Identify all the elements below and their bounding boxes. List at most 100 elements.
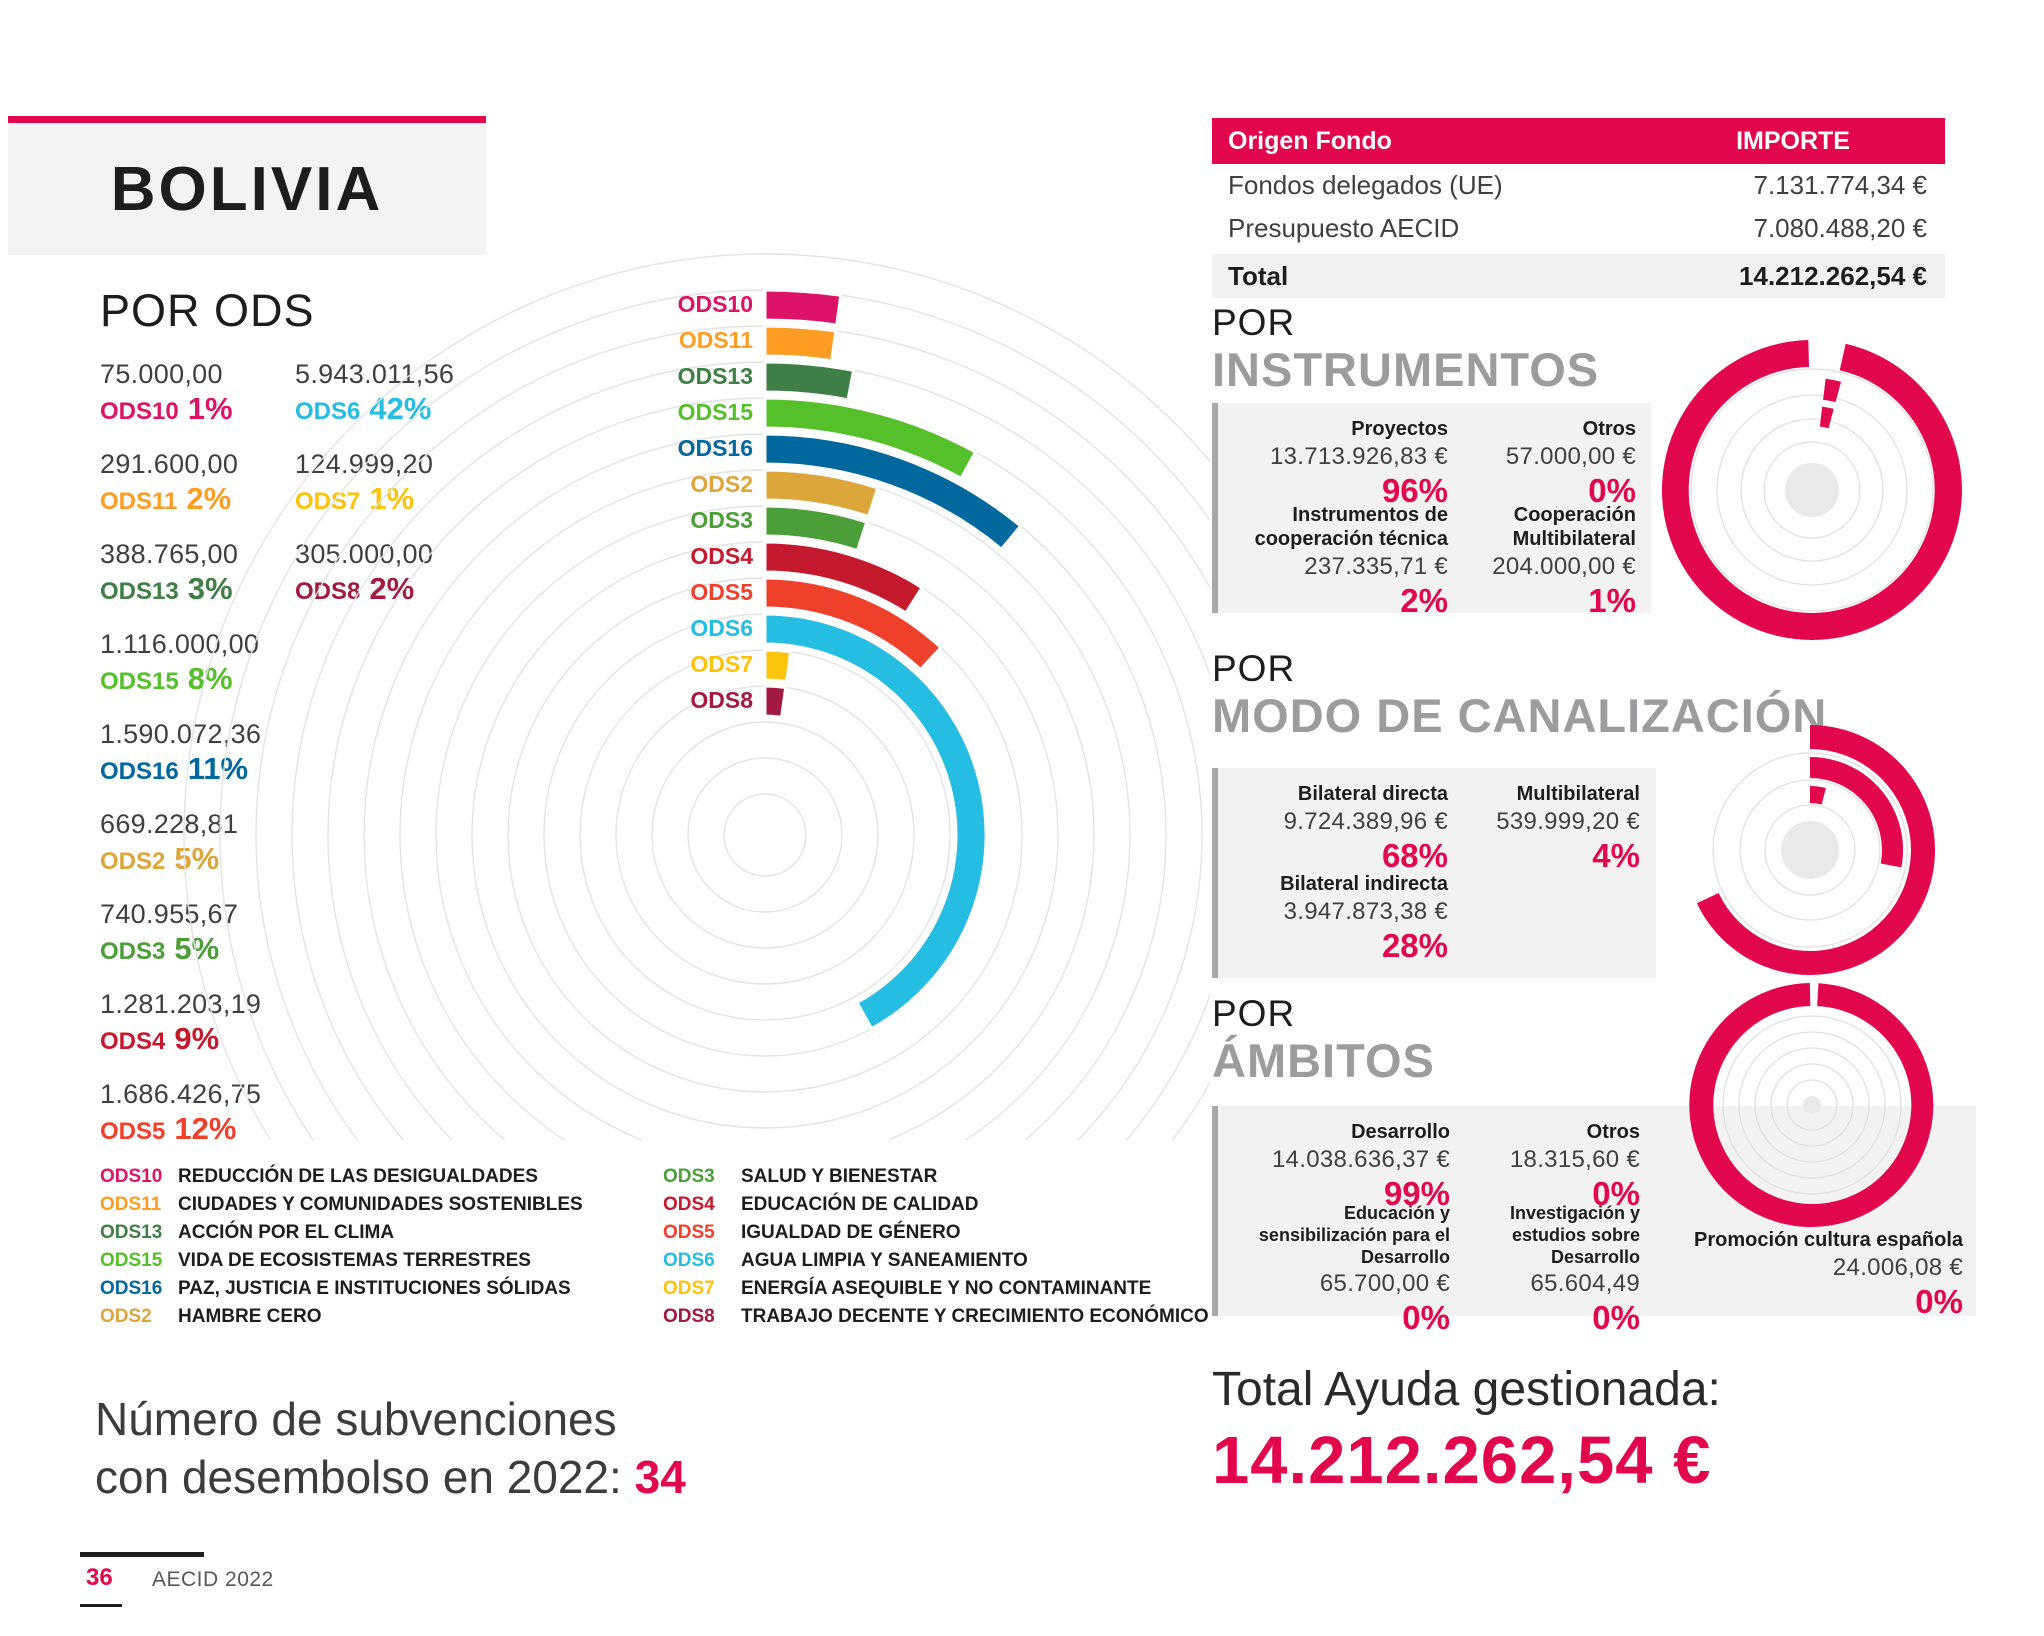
ods-code: ODS15 bbox=[100, 668, 179, 695]
legend-item: ODS16 PAZ, JUSTICIA E INSTITUCIONES SÓLID… bbox=[100, 1278, 583, 1299]
canalizacion-donut-chart bbox=[1696, 725, 1936, 975]
svg-text:ODS11: ODS11 bbox=[679, 327, 753, 353]
subvenciones-line2: con desembolso en 2022: bbox=[95, 1451, 622, 1503]
ods-stat-ods2: 669.228,81 ODS2 5% bbox=[100, 808, 295, 881]
ods-stat-ods6: 5.943.011,56 ODS6 42% bbox=[295, 358, 515, 431]
ods-stat-ods3: 740.955,67 ODS3 5% bbox=[100, 898, 295, 971]
stat-cell-multibilateral-modo: Multibilateral 539.999,20 € 4% bbox=[1496, 783, 1640, 874]
legend-item: ODS2 HAMBRE CERO bbox=[100, 1306, 583, 1327]
svg-text:ODS6: ODS6 bbox=[690, 615, 753, 641]
row-value: 7.131.774,34 € bbox=[1753, 170, 1928, 200]
legend-name: CIUDADES Y COMUNIDADES SOSTENIBLES bbox=[178, 1194, 583, 1215]
subvenciones-line1: Número de subvenciones bbox=[95, 1393, 617, 1445]
svg-text:ODS5: ODS5 bbox=[690, 579, 753, 605]
ods-amount: 740.955,67 bbox=[100, 899, 239, 929]
ods-code: ODS4 bbox=[100, 1028, 166, 1055]
ods-percent: 12% bbox=[174, 1111, 237, 1146]
row-label: Presupuesto AECID bbox=[1228, 213, 1460, 243]
legend-name: PAZ, JUSTICIA E INSTITUCIONES SÓLIDAS bbox=[178, 1278, 571, 1299]
legend-code: ODS7 bbox=[663, 1278, 715, 1299]
svg-text:ODS8: ODS8 bbox=[690, 687, 753, 713]
table-total-row: Total 14.212.262,54 € bbox=[1212, 254, 1945, 298]
ods-legend-column-1: ODS10 REDUCCIÓN DE LAS DESIGUALDADES ODS1… bbox=[100, 1166, 583, 1334]
legend-item: ODS6 AGUA LIMPIA Y SANEAMIENTO bbox=[663, 1250, 1209, 1271]
instrumentos-donut-chart bbox=[1661, 340, 1962, 640]
legend-name: EDUCACIÓN DE CALIDAD bbox=[741, 1194, 979, 1215]
legend-code: ODS3 bbox=[663, 1166, 715, 1187]
legend-name: ACCIÓN POR EL CLIMA bbox=[178, 1222, 395, 1243]
ods-stat-ods15: 1.116.000,00 ODS15 8% bbox=[100, 628, 295, 701]
ods-percent: 11% bbox=[187, 751, 249, 786]
page-number-underline bbox=[80, 1604, 122, 1607]
stat-cell-otros: Otros 57.000,00 € 0% bbox=[1505, 418, 1636, 509]
row-label: Fondos delegados (UE) bbox=[1228, 170, 1503, 200]
footer-rule bbox=[80, 1552, 204, 1557]
legend-code: ODS5 bbox=[663, 1222, 715, 1243]
table-row: Presupuesto AECID 7.080.488,20 € bbox=[1212, 207, 1945, 250]
legend-item: ODS3 SALUD Y BIENESTAR bbox=[663, 1166, 1209, 1187]
ods-code: ODS8 bbox=[295, 578, 361, 605]
canalizacion-kicker: POR bbox=[1212, 648, 1296, 689]
legend-code: ODS8 bbox=[663, 1306, 715, 1327]
ods-amount: 75.000,00 bbox=[100, 359, 223, 389]
ods-amount: 305.000,00 bbox=[295, 539, 434, 569]
ods-code: ODS11 bbox=[100, 488, 178, 515]
stat-cell-otros-ambito: Otros 18.315,60 € 0% bbox=[1509, 1121, 1640, 1212]
svg-text:ODS7: ODS7 bbox=[690, 651, 753, 677]
ods-stat-ods5: 1.686.426,75 ODS5 12% bbox=[100, 1078, 295, 1151]
legend-item: ODS10 REDUCCIÓN DE LAS DESIGUALDADES bbox=[100, 1166, 583, 1187]
ods-amount: 1.590.072,36 bbox=[100, 719, 262, 749]
legend-code: ODS2 bbox=[100, 1306, 152, 1327]
legend-code: ODS10 bbox=[100, 1166, 163, 1187]
table-header-row: Origen Fondo IMPORTE bbox=[1212, 118, 1945, 164]
ods-amount: 1.281.203,19 bbox=[100, 989, 262, 1019]
legend-item: ODS11 CIUDADES Y COMUNIDADES SOSTENIBLES bbox=[100, 1194, 583, 1215]
ods-code: ODS5 bbox=[100, 1118, 166, 1145]
ods-code: ODS13 bbox=[100, 578, 179, 605]
legend-name: REDUCCIÓN DE LAS DESIGUALDADES bbox=[178, 1166, 538, 1187]
ods-code: ODS16 bbox=[100, 758, 179, 785]
ods-radial-bar-chart: ODS10 ODS11 ODS13 ODS15 ODS16 ODS2 ODS3 ODS4 ODS… bbox=[183, 253, 1210, 1140]
stat-cell-bilateral-directa: Bilateral directa 9.724.389,96 € 68% bbox=[1283, 783, 1448, 874]
legend-name: AGUA LIMPIA Y SANEAMIENTO bbox=[741, 1250, 1028, 1271]
stat-cell-cooperacion-tecnica: Instrumentos de cooperación técnica 237.… bbox=[1254, 504, 1448, 619]
legend-name: VIDA DE ECOSISTEMAS TERRESTRES bbox=[178, 1250, 531, 1271]
ods-amount: 1.116.000,00 bbox=[100, 629, 260, 659]
ods-percent: 5% bbox=[174, 841, 220, 876]
legend-name: SALUD Y BIENESTAR bbox=[741, 1166, 938, 1187]
svg-text:ODS3: ODS3 bbox=[690, 507, 753, 533]
stat-cell-desarrollo: Desarrollo 14.038.636,37 € 99% bbox=[1272, 1121, 1450, 1212]
legend-item: ODS15 VIDA DE ECOSISTEMAS TERRESTRES bbox=[100, 1250, 583, 1271]
subvenciones-note: Número de subvenciones con desembolso en… bbox=[95, 1390, 686, 1506]
stat-cell-promocion-cultura: Promoción cultura española 24.006,08 € 0… bbox=[1694, 1229, 1963, 1320]
instrumentos-box: Proyectos 13.713.926,83 € 96% Otros 57.0… bbox=[1212, 403, 1651, 619]
ods-stat-ods10: 75.000,00 ODS10 1% bbox=[100, 358, 295, 431]
svg-text:ODS13: ODS13 bbox=[678, 363, 753, 389]
ods-percent: 8% bbox=[187, 661, 233, 696]
legend-code: ODS16 bbox=[100, 1278, 163, 1299]
legend-name: ENERGÍA ASEQUIBLE Y NO CONTAMINANTE bbox=[741, 1278, 1152, 1299]
legend-code: ODS11 bbox=[100, 1194, 162, 1215]
legend-name: HAMBRE CERO bbox=[178, 1306, 322, 1327]
ods-percent: 2% bbox=[186, 481, 232, 516]
total-value: 14.212.262,54 € bbox=[1739, 260, 1927, 291]
ods-amount: 5.943.011,56 bbox=[295, 359, 455, 389]
ods-stats-column-2: 5.943.011,56 ODS6 42% 124.999,20 ODS7 1% 305… bbox=[295, 358, 515, 628]
legend-name: IGUALDAD DE GÉNERO bbox=[741, 1222, 961, 1243]
ods-amount: 669.228,81 bbox=[100, 809, 239, 839]
svg-text:ODS2: ODS2 bbox=[690, 471, 753, 497]
total-label: Total bbox=[1228, 260, 1289, 291]
ambitos-donut-chart bbox=[1689, 983, 1934, 1227]
legend-item: ODS5 IGUALDAD DE GÉNERO bbox=[663, 1222, 1209, 1243]
ods-stat-ods13: 388.765,00 ODS13 3% bbox=[100, 538, 295, 611]
ods-stats-column-1: 75.000,00 ODS10 1% 291.600,00 ODS11 2% 388.7… bbox=[100, 358, 295, 1168]
canalizacion-box: Bilateral directa 9.724.389,96 € 68% Mul… bbox=[1212, 768, 1656, 978]
total-ayuda-value: 14.212.262,54 € bbox=[1212, 1423, 1712, 1498]
instrumentos-title: INSTRUMENTOS bbox=[1212, 343, 1600, 396]
row-value: 7.080.488,20 € bbox=[1753, 213, 1928, 243]
ods-percent: 5% bbox=[174, 931, 220, 966]
col-importe: IMPORTE bbox=[1736, 126, 1850, 155]
ods-stat-ods8: 305.000,00 ODS8 2% bbox=[295, 538, 515, 611]
report-label: AECID 2022 bbox=[152, 1568, 274, 1591]
